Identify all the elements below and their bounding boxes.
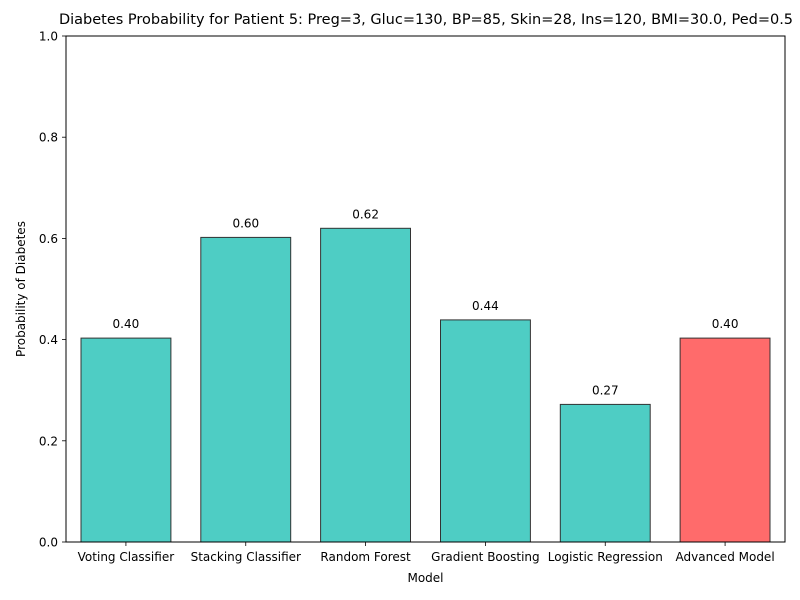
y-tick-label: 0.8 <box>39 131 58 145</box>
bar-value-label: 0.62 <box>352 207 379 221</box>
x-tick-label: Voting Classifier <box>78 550 175 564</box>
y-tick-label: 0.6 <box>39 232 58 246</box>
plot-area: 0.40 0.60 0.62 0.44 0.27 0.40 <box>80 207 771 543</box>
axes: Voting Classifier Stacking Classifier Rand… <box>39 30 786 564</box>
x-tick-label: Gradient Boosting <box>431 550 539 564</box>
y-tick-label: 0.2 <box>39 434 58 448</box>
bar <box>440 319 531 543</box>
bar <box>200 236 292 543</box>
plot-frame <box>65 35 786 543</box>
y-tick-label: 0.4 <box>39 333 58 347</box>
x-tick-label: Random Forest <box>320 550 411 564</box>
x-tick-label: Logistic Regression <box>548 550 663 564</box>
bar <box>559 403 651 543</box>
x-axis-label: Model <box>407 571 443 585</box>
bar <box>679 337 771 543</box>
bar-value-label: 0.27 <box>592 383 619 397</box>
chart-title: Diabetes Probability for Patient 5: Preg… <box>59 12 793 28</box>
bar-value-label: 0.60 <box>232 216 259 230</box>
bar <box>80 337 172 543</box>
bar-value-label: 0.44 <box>472 299 499 313</box>
y-tick-label: 1.0 <box>39 30 58 44</box>
y-axis-label: Probability of Diabetes <box>14 221 28 357</box>
bar-value-label: 0.40 <box>113 317 140 331</box>
x-tick-label: Stacking Classifier <box>191 550 301 564</box>
x-tick-label: Advanced Model <box>676 550 775 564</box>
y-tick-label: 0.0 <box>39 536 58 550</box>
bar <box>320 227 412 543</box>
bar-value-label: 0.40 <box>712 317 739 331</box>
